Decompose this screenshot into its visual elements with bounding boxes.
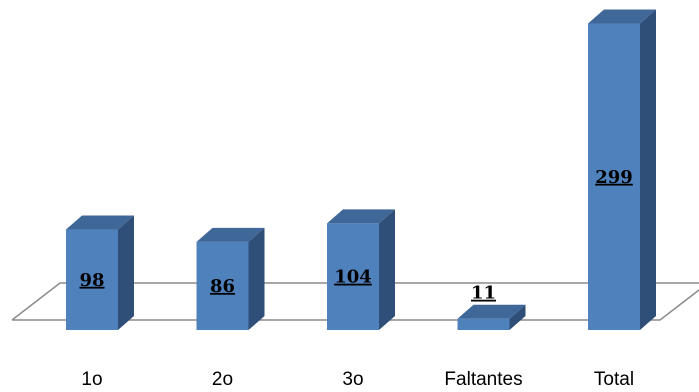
bar-top-face (327, 209, 395, 224)
bar-side-face (509, 304, 526, 330)
bar-2o (196, 227, 265, 330)
bar-3o (327, 209, 395, 330)
bar-total (588, 9, 656, 331)
data-label-1o: 98 (79, 270, 104, 291)
category-label-faltantes: Faltantes (444, 369, 522, 390)
bar-side-face (118, 215, 134, 330)
bar-front-face (327, 223, 379, 330)
bar-side-face (379, 209, 395, 330)
data-label-total: 299 (595, 167, 633, 188)
category-labels-group: 1o 2o 3o Faltantes Total (81, 369, 634, 390)
bar-side-face (640, 9, 656, 331)
bar-front-face (66, 229, 118, 330)
bar-faltantes (457, 304, 526, 330)
bars-group (66, 9, 656, 331)
bar-side-face (248, 227, 265, 330)
data-label-3o: 104 (334, 267, 372, 288)
bar-front-face (588, 23, 640, 331)
category-label-total: Total (594, 369, 634, 390)
category-label-2o: 2o (212, 369, 233, 390)
category-label-1o: 1o (81, 369, 102, 390)
bar-top-face (588, 9, 656, 24)
data-label-2o: 86 (210, 276, 235, 297)
bar-top-face (457, 304, 526, 319)
bar-1o (66, 215, 134, 330)
data-label-faltantes: 11 (471, 283, 496, 304)
bar-front-face (196, 241, 249, 330)
data-labels-group: 98 86 104 11 299 (79, 167, 632, 304)
category-label-3o: 3o (342, 369, 363, 390)
bar-front-face (457, 318, 510, 330)
bar-top-face (196, 227, 265, 242)
bar-top-face (66, 215, 134, 230)
